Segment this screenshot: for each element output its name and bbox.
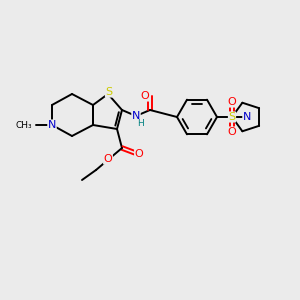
Text: N: N xyxy=(48,120,56,130)
Text: N: N xyxy=(243,112,251,122)
Text: O: O xyxy=(141,91,149,101)
Text: S: S xyxy=(228,112,236,122)
Text: H: H xyxy=(138,119,144,128)
Text: S: S xyxy=(105,87,112,97)
Text: O: O xyxy=(228,127,236,137)
Text: O: O xyxy=(103,154,112,164)
Text: O: O xyxy=(228,97,236,107)
Text: CH₃: CH₃ xyxy=(15,121,32,130)
Text: N: N xyxy=(132,111,140,121)
Text: O: O xyxy=(135,149,143,159)
